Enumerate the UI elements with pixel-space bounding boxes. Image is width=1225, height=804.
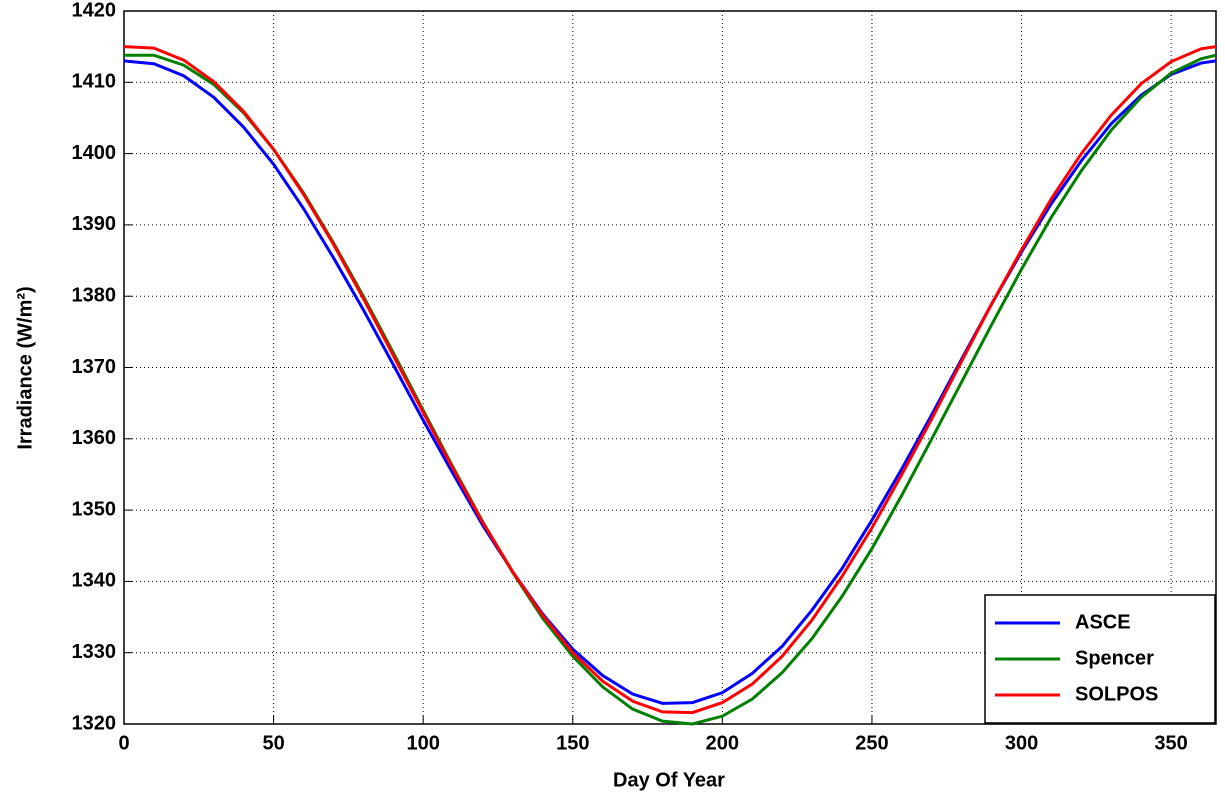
- x-tick-label: 350: [1154, 732, 1187, 754]
- plot-frame: [123, 10, 1217, 725]
- y-tick-label: 1350: [72, 498, 117, 520]
- x-axis-label: Day Of Year: [613, 769, 725, 791]
- y-tick-label: 1320: [72, 712, 117, 734]
- y-axis-label: Irradiance (W/m²): [14, 286, 36, 449]
- y-tick-label: 1390: [72, 213, 117, 235]
- x-tick-label: 250: [855, 732, 888, 754]
- data-line: [123, 45, 1217, 715]
- legend-label: ASCE: [1075, 611, 1131, 633]
- x-tick-label: 50: [262, 732, 284, 754]
- legend-label: Spencer: [1075, 647, 1154, 669]
- x-tick-label: 150: [556, 732, 589, 754]
- y-tick-label: 1360: [72, 427, 117, 449]
- y-tick-label: 1380: [72, 284, 117, 306]
- y-tick-label: 1410: [72, 71, 117, 93]
- x-tick-label: 200: [706, 732, 739, 754]
- data-line: [123, 59, 1217, 705]
- legend-label: SOLPOS: [1075, 683, 1158, 705]
- y-tick-label: 1330: [72, 641, 117, 663]
- y-tick-label: 1370: [72, 356, 117, 378]
- x-tick-label: 100: [406, 732, 439, 754]
- y-tick-label: 1420: [72, 0, 117, 21]
- x-tick-label: 0: [118, 732, 129, 754]
- y-tick-label: 1340: [72, 570, 117, 592]
- x-tick-label: 300: [1005, 732, 1038, 754]
- y-tick-label: 1400: [72, 142, 117, 164]
